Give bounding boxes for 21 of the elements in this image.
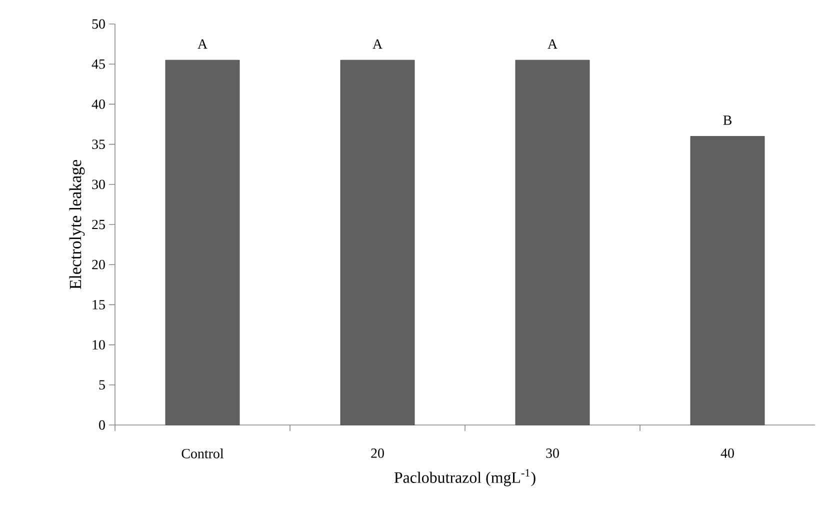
y-tick-label: 10: [92, 340, 105, 350]
y-axis-title: Electrolyte leakage: [69, 160, 85, 290]
y-tick-label: 45: [92, 59, 105, 69]
x-tick-label: 30: [546, 448, 559, 458]
y-tick-label: 40: [92, 99, 105, 109]
annotation: A: [372, 39, 382, 49]
x-tick-label: 20: [371, 448, 384, 458]
x-tick-label: 40: [720, 448, 734, 458]
y-tick-label: 0: [99, 420, 105, 430]
y-tick-label: 20: [92, 260, 105, 270]
y-tick-label: 25: [92, 220, 105, 230]
x-tick-label: Control: [182, 448, 224, 458]
x-axis-title: Paclobutrazol (mgL$^{-1}$): [394, 469, 536, 486]
y-tick-label: 35: [92, 140, 105, 149]
y-tick-label: 5: [99, 380, 105, 390]
y-tick-label: 30: [92, 180, 105, 190]
annotation: A: [198, 39, 208, 49]
annotation: B: [723, 116, 732, 125]
y-tick-label: 50: [92, 19, 105, 29]
annotation: A: [548, 39, 558, 49]
y-tick-label: 15: [92, 300, 105, 310]
